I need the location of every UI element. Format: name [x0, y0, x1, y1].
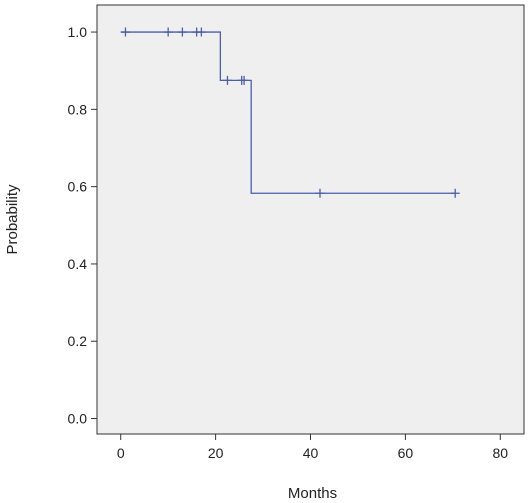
y-tick-label: 0.4	[68, 256, 88, 272]
x-tick-label: 40	[303, 445, 319, 461]
censor-mark	[120, 27, 130, 37]
y-tick-label: 0.8	[68, 101, 88, 117]
y-tick-label: 0.2	[68, 333, 88, 349]
censor-mark	[315, 188, 325, 198]
x-tick-label: 80	[492, 445, 508, 461]
censor-mark	[239, 75, 249, 85]
censor-mark	[222, 75, 232, 85]
censor-mark	[450, 188, 460, 198]
plot-area	[96, 4, 525, 435]
x-axis-title: Months	[288, 485, 337, 502]
y-tick-label: 1.0	[68, 24, 88, 40]
censor-mark	[163, 27, 173, 37]
series-layer	[120, 27, 460, 198]
y-axis-title: Probability	[4, 184, 21, 255]
x-tick-label: 20	[208, 445, 224, 461]
censor-mark	[177, 27, 187, 37]
x-axis: 0 20 40 60 80	[117, 434, 508, 461]
y-tick-label: 0.0	[68, 411, 88, 427]
x-tick-label: 0	[117, 445, 125, 461]
y-tick-label: 0.6	[68, 179, 88, 195]
censor-mark	[196, 27, 206, 37]
x-tick-label: 60	[398, 445, 414, 461]
y-axis: 0.0 0.2 0.4 0.6 0.8 1.0	[68, 24, 97, 427]
